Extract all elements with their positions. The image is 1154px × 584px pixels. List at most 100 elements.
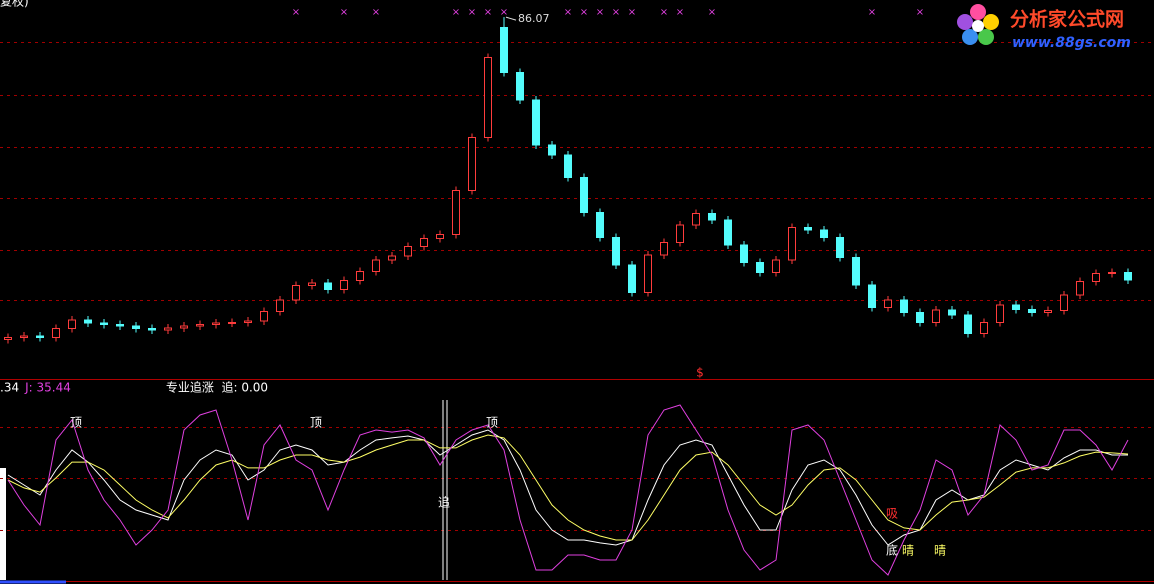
logo-title: 分析家公式网 — [1010, 8, 1124, 31]
signal-mark: × — [372, 7, 380, 18]
candle-body — [404, 246, 412, 257]
candle-body — [468, 137, 476, 191]
candle-body — [500, 27, 508, 73]
logo-petal — [983, 14, 999, 30]
bottom-marker: $ — [696, 366, 704, 380]
candle-body — [68, 319, 76, 329]
candle-body — [772, 259, 780, 273]
signal-mark: × — [628, 7, 636, 18]
legend-text: J: 35.44 — [24, 381, 71, 395]
logo-center — [972, 20, 984, 32]
candle-body — [996, 304, 1004, 323]
signal-mark: × — [612, 7, 620, 18]
signal-mark: × — [468, 7, 476, 18]
logo-url: www.88gs.com — [1012, 35, 1131, 51]
candle-body — [292, 285, 300, 301]
candle-body — [1108, 272, 1116, 274]
kdj-line — [7, 429, 1128, 546]
candle-body — [964, 314, 972, 334]
candle-body — [740, 244, 748, 263]
candle-body — [628, 264, 636, 293]
candle-body — [308, 282, 316, 286]
candle-body — [148, 328, 156, 331]
candle-body — [452, 190, 460, 235]
candle-body — [212, 322, 220, 325]
candle-body — [484, 57, 492, 138]
candle-body — [804, 227, 812, 231]
signal-label: 底 — [886, 543, 898, 558]
candle-body — [692, 213, 700, 226]
candle-body — [4, 337, 12, 340]
candle-body — [1060, 294, 1068, 311]
candle-body — [388, 255, 396, 261]
candle-body — [244, 320, 252, 323]
candle-body — [116, 324, 124, 327]
candle-body — [548, 144, 556, 156]
peak-label: 86.07 — [518, 12, 550, 25]
candle-body — [260, 311, 268, 322]
signal-mark: × — [340, 7, 348, 18]
candle-body — [1124, 272, 1132, 281]
signal-mark: × — [484, 7, 492, 18]
candle-body — [196, 324, 204, 327]
side-bar — [0, 468, 6, 580]
candle-body — [324, 282, 332, 290]
signal-mark: × — [660, 7, 668, 18]
candle-body — [84, 319, 92, 324]
peak-pointer — [505, 16, 517, 21]
candle-body — [612, 237, 620, 266]
candle-body — [1028, 309, 1036, 313]
signal-mark: × — [868, 7, 876, 18]
candle-body — [420, 238, 428, 247]
candle-body — [356, 271, 364, 281]
signal-label: 顶 — [486, 415, 498, 429]
candle-body — [1092, 273, 1100, 282]
legend-text: 专业追涨 追: 0.00 — [166, 380, 268, 395]
candle-body — [340, 280, 348, 290]
kdj-line — [7, 404, 1129, 576]
legend-text: .34 — [0, 381, 19, 395]
subtitle: 前复权) — [0, 0, 29, 9]
candle-body — [180, 325, 188, 329]
signal-label: 晴 — [902, 544, 914, 558]
kdj-line — [7, 434, 1129, 541]
signal-mark: × — [676, 7, 684, 18]
candle-body — [852, 257, 860, 286]
signal-label: 顶 — [70, 415, 82, 429]
candle-body — [36, 335, 44, 338]
signal-mark: × — [596, 7, 604, 18]
candle-body — [228, 322, 236, 324]
signal-label: 吸 — [886, 506, 898, 520]
candle-body — [436, 234, 444, 239]
candle-body — [20, 335, 28, 338]
candle-body — [788, 227, 796, 261]
candle-body — [884, 299, 892, 308]
candle-body — [724, 219, 732, 246]
signal-mark: × — [500, 7, 508, 18]
signal-label: 晴 — [934, 544, 946, 558]
signal-mark: × — [452, 7, 460, 18]
candle-body — [1076, 281, 1084, 296]
logo-petal — [957, 14, 973, 30]
logo-petal — [970, 4, 986, 20]
candle-body — [372, 259, 380, 272]
signal-label: 顶 — [310, 415, 322, 429]
candle-body — [660, 242, 668, 256]
candle-body — [100, 322, 108, 325]
candle-body — [52, 328, 60, 338]
candle-body — [676, 224, 684, 243]
candle-body — [532, 99, 540, 146]
signal-mark: × — [916, 7, 924, 18]
candle-body — [980, 322, 988, 334]
candle-body — [516, 72, 524, 101]
signal-label: 追 — [438, 494, 450, 509]
logo-petal — [962, 29, 978, 45]
candle-body — [868, 284, 876, 308]
candle-body — [564, 154, 572, 178]
candle-body — [596, 212, 604, 238]
candle-body — [1044, 310, 1052, 313]
candle-body — [708, 213, 716, 221]
